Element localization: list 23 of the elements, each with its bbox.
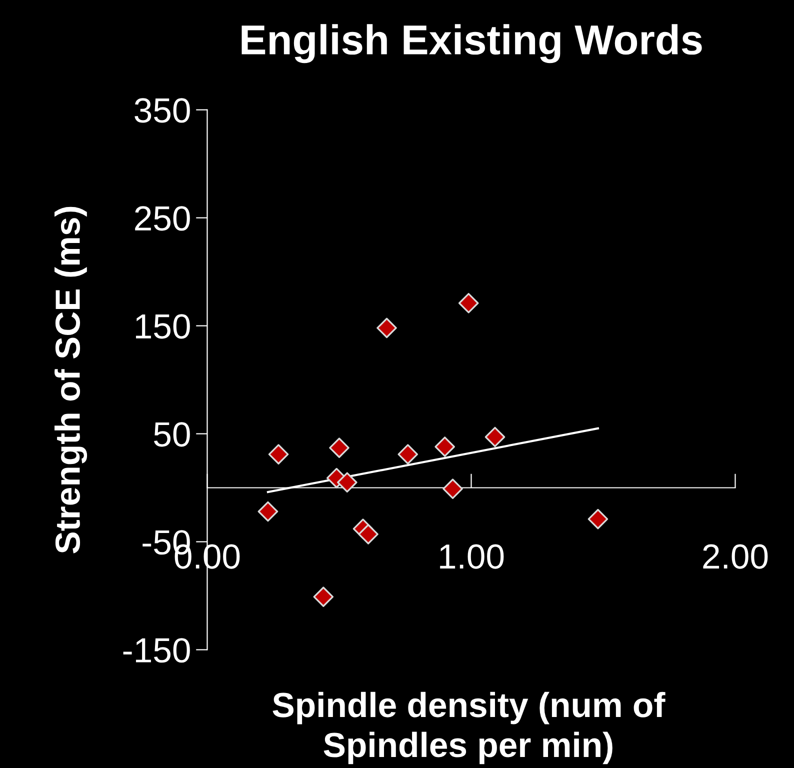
point — [434, 436, 455, 457]
x-axis-title: Spindle density (num of Spindles per min) — [272, 692, 666, 764]
point — [313, 586, 334, 607]
point — [258, 501, 278, 522]
y-tick-label: 150 — [136, 314, 190, 339]
point — [458, 292, 479, 314]
y-tick-label: 250 — [135, 206, 190, 231]
point — [337, 472, 358, 493]
point — [358, 524, 378, 544]
point — [588, 508, 608, 530]
point — [329, 438, 350, 458]
x-tick-label: 2.00 — [703, 544, 768, 569]
point — [398, 444, 418, 464]
y-tick-label: 50 — [154, 422, 190, 447]
point — [442, 478, 463, 499]
y-tick-label: -150 — [123, 638, 190, 663]
chart-title: English Existing Words — [242, 24, 702, 64]
point — [376, 318, 397, 338]
x-tick-label: 1.00 — [440, 544, 504, 569]
point — [268, 444, 289, 464]
y-axis-title: Strength of SCE (ms) — [54, 206, 88, 554]
y-tick-label: 350 — [134, 98, 190, 123]
point — [484, 426, 506, 448]
